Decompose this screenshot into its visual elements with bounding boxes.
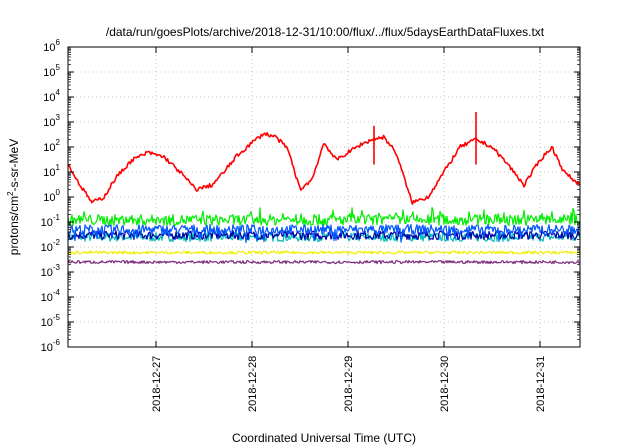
series-line — [67, 260, 581, 265]
y-tick-label: 100 — [43, 188, 60, 204]
y-tick-exp: 2 — [56, 138, 61, 147]
x-tick-label: 2018-12-30 — [439, 356, 451, 412]
series-line — [67, 223, 580, 244]
y-axis-label: protons/cm2-s-sr-MeV — [6, 139, 21, 255]
series-group — [67, 112, 581, 265]
y-axis-label-exp: 2 — [6, 191, 15, 196]
y-tick-exp: -4 — [53, 288, 61, 297]
y-tick-label: 10-3 — [41, 263, 61, 279]
y-tick-label: 101 — [43, 163, 60, 179]
y-tick-label: 10-5 — [41, 313, 61, 329]
y-tick-base: 10 — [41, 217, 53, 229]
y-tick-exp: 4 — [56, 88, 61, 97]
y-tick-base: 10 — [43, 67, 55, 79]
y-tick-base: 10 — [41, 267, 53, 279]
x-tick-label: 2018-12-28 — [247, 356, 259, 412]
series-line — [67, 206, 581, 227]
series-line — [67, 132, 580, 205]
y-tick-label: 103 — [43, 113, 60, 129]
y-tick-label: 10-2 — [41, 238, 61, 254]
y-tick-base: 10 — [43, 92, 55, 104]
y-tick-exp: 5 — [56, 63, 61, 72]
y-tick-base: 10 — [41, 242, 53, 254]
y-tick-base: 10 — [43, 192, 55, 204]
y-tick-exp: -2 — [53, 238, 61, 247]
series-line — [67, 250, 581, 255]
y-tick-exp: 0 — [56, 188, 61, 197]
y-tick-base: 10 — [43, 167, 55, 179]
y-axis-label-rest: -s-sr-MeV — [7, 139, 21, 192]
x-tick-label: 2018-12-29 — [343, 356, 355, 412]
grid — [68, 47, 580, 347]
y-tick-label: 105 — [43, 63, 60, 79]
y-tick-base: 10 — [43, 117, 55, 129]
series-line — [67, 230, 581, 241]
y-tick-exp: -5 — [53, 313, 61, 322]
y-tick-exp: 1 — [56, 163, 61, 172]
y-tick-base: 10 — [43, 42, 55, 54]
y-tick-base: 10 — [41, 317, 53, 329]
y-tick-label: 104 — [43, 88, 60, 104]
y-tick-exp: -3 — [53, 263, 61, 272]
series-line — [67, 232, 581, 243]
x-tick-label: 2018-12-31 — [535, 356, 547, 412]
y-tick-exp: 6 — [56, 38, 61, 47]
y-axis: 10610510410310210110010-110-210-310-410-… — [41, 38, 580, 354]
y-tick-exp: -1 — [53, 213, 61, 222]
y-tick-label: 10-4 — [41, 288, 61, 304]
y-tick-label: 10-6 — [41, 338, 61, 354]
chart-title: /data/run/goesPlots/archive/2018-12-31/1… — [106, 25, 545, 39]
x-axis: 2018-12-27 2018-12-28 2018-12-29 2018-12-30… — [151, 47, 547, 412]
y-tick-base: 10 — [43, 142, 55, 154]
y-tick-label: 10-1 — [41, 213, 61, 229]
y-tick-label: 106 — [43, 38, 60, 54]
y-axis-label-base: protons/cm — [7, 196, 21, 255]
y-tick-exp: 3 — [56, 113, 61, 122]
y-tick-exp: -6 — [53, 338, 61, 347]
y-tick-label: 102 — [43, 138, 60, 154]
x-axis-label: Coordinated Universal Time (UTC) — [232, 431, 416, 445]
y-tick-base: 10 — [41, 342, 53, 354]
y-tick-base: 10 — [41, 292, 53, 304]
x-tick-label: 2018-12-27 — [151, 356, 163, 412]
